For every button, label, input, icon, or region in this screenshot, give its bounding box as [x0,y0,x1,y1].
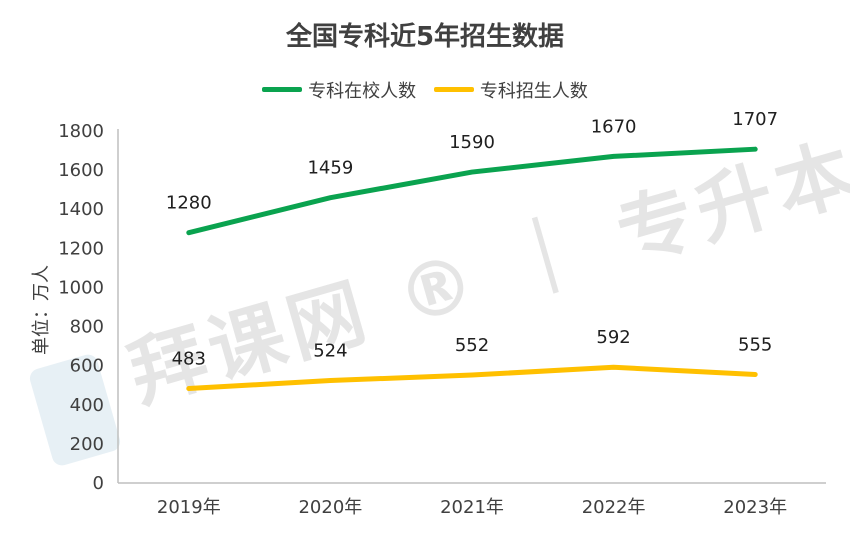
x-tick-label: 2020年 [298,497,362,518]
data-label-1: 483 [172,349,206,370]
legend-label-admission: 专科招生人数 [479,80,588,102]
x-tick-label: 2021年 [440,497,504,518]
legend-swatch-admission [433,87,474,92]
legend-label-enrolled: 专科在校人数 [308,80,417,102]
data-label-0: 1707 [732,109,778,130]
legend-item-admission: 专科招生人数 [433,77,588,103]
data-label-0: 1590 [449,132,495,153]
y-tick-label: 1400 [58,199,104,220]
data-label-1: 524 [313,341,347,362]
y-tick-label: 0 [93,473,104,494]
y-tick-label: 1000 [58,277,104,298]
data-label-1: 555 [738,334,772,355]
chart-title: 全国专科近5年招生数据 [285,22,565,52]
y-tick-label: 1600 [58,160,104,181]
data-label-0: 1670 [591,116,637,137]
legend-swatch-enrolled [262,87,303,92]
data-label-0: 1459 [307,158,353,179]
data-label-0: 1280 [166,193,212,214]
x-tick-label: 2023年 [723,497,787,518]
x-tick-label: 2022年 [582,497,646,518]
y-tick-label: 1800 [58,121,104,142]
y-tick-label: 400 [70,395,104,416]
x-tick-label: 2019年 [157,497,221,518]
y-tick-label: 200 [70,434,104,455]
y-tick-label: 1200 [58,238,104,259]
data-label-1: 592 [596,327,630,348]
y-tick-label: 800 [70,317,104,338]
legend: 专科在校人数 专科招生人数 [0,76,850,103]
y-tick-label: 600 [70,356,104,377]
data-label-1: 552 [455,335,489,356]
legend-item-enrolled: 专科在校人数 [262,77,416,103]
